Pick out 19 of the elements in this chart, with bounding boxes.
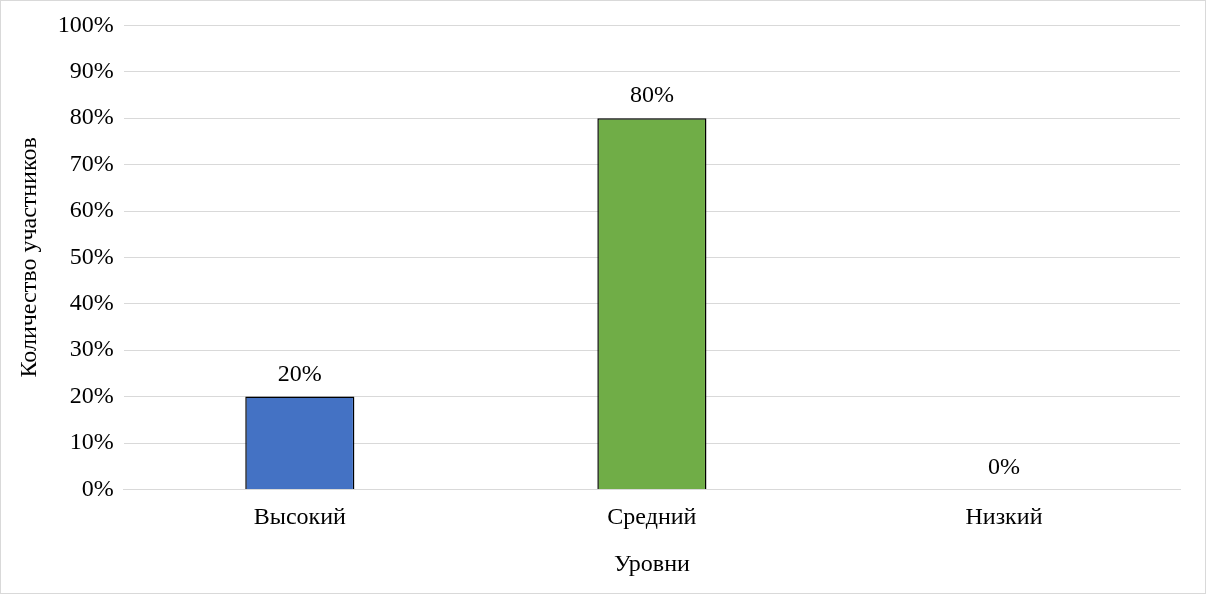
- data-label: 80%: [629, 81, 674, 108]
- y-tick-label: 20%: [69, 381, 114, 408]
- y-tick-label: 10%: [69, 428, 114, 455]
- x-tick-label: Средний: [607, 503, 697, 530]
- y-tick-label: 100%: [57, 10, 114, 37]
- y-tick-label: 40%: [69, 289, 114, 316]
- y-tick-label: 50%: [69, 242, 114, 269]
- x-tick-label: Высокий: [253, 503, 347, 530]
- x-axis-title: Уровни: [613, 549, 690, 576]
- y-tick-label: 60%: [69, 196, 114, 223]
- y-tick-label: 80%: [69, 103, 114, 130]
- y-tick-label: 0%: [81, 474, 114, 501]
- x-tick-label: Низкий: [965, 503, 1043, 530]
- data-label: 0%: [987, 452, 1020, 479]
- y-tick-label: 30%: [69, 335, 114, 362]
- y-tick-label: 70%: [69, 149, 114, 176]
- y-axis-title: Количество участников: [14, 137, 41, 378]
- data-label: 20%: [277, 359, 322, 386]
- y-tick-label: 90%: [69, 57, 114, 84]
